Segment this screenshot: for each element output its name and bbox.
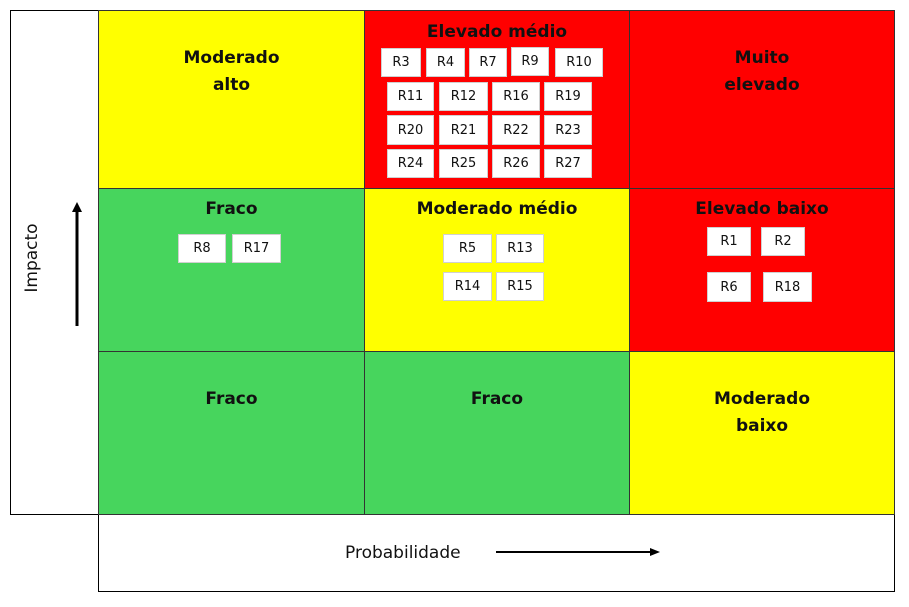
- x-axis-arrow: [496, 548, 660, 556]
- cell-label: Moderado médio: [416, 199, 578, 219]
- risk-tag: R13: [496, 234, 544, 263]
- cell-label: Fraco: [205, 199, 258, 219]
- cell-label: Moderado alto: [183, 48, 280, 95]
- risk-tag: R9: [511, 47, 549, 76]
- risk-tag: R21: [439, 115, 488, 145]
- risk-tag: R6: [707, 272, 751, 302]
- cell-label: Elevado baixo: [695, 199, 829, 219]
- risk-tag: R23: [544, 115, 592, 145]
- y-axis-label: Impacto: [22, 223, 42, 293]
- cell-label: Muito elevado: [724, 48, 800, 95]
- risk-tag: R14: [443, 272, 492, 301]
- risk-tag: R5: [443, 234, 492, 263]
- risk-tag: R19: [544, 82, 592, 111]
- matrix-cell: Moderado médio: [364, 188, 630, 352]
- risk-tag: R18: [763, 272, 812, 302]
- matrix-cell: Moderado baixo: [629, 351, 895, 515]
- risk-tag: R24: [387, 149, 434, 178]
- matrix-cell: Elevado baixo: [629, 188, 895, 352]
- risk-tag: R2: [761, 227, 805, 256]
- risk-tag: R20: [387, 115, 434, 145]
- risk-tag: R12: [439, 82, 488, 111]
- matrix-cell: Moderado alto: [98, 10, 365, 189]
- risk-tag: R27: [544, 149, 592, 178]
- risk-tag: R26: [492, 149, 540, 178]
- risk-tag: R8: [178, 234, 226, 263]
- risk-tag: R17: [232, 234, 281, 263]
- matrix-cell: Muito elevado: [629, 10, 895, 189]
- cell-label: Fraco: [470, 389, 524, 409]
- x-axis-label: Probabilidade: [345, 543, 461, 563]
- cell-label: Moderado baixo: [714, 389, 810, 436]
- risk-tag: R7: [469, 48, 507, 77]
- risk-tag: R15: [496, 272, 544, 301]
- y-axis-arrow: [72, 202, 82, 326]
- cell-label: Fraco: [205, 389, 258, 409]
- risk-tag: R4: [426, 48, 465, 77]
- cell-label: Elevado médio: [426, 22, 568, 42]
- risk-tag: R22: [492, 115, 540, 145]
- risk-tag: R10: [555, 48, 603, 77]
- matrix-cell: Fraco: [364, 351, 630, 515]
- matrix-cell: Fraco: [98, 188, 365, 352]
- risk-tag: R16: [492, 82, 540, 111]
- risk-tag: R1: [707, 227, 751, 256]
- risk-tag: R3: [381, 48, 421, 77]
- risk-tag: R11: [387, 82, 434, 111]
- risk-tag: R25: [439, 149, 488, 178]
- matrix-cell: Fraco: [98, 351, 365, 515]
